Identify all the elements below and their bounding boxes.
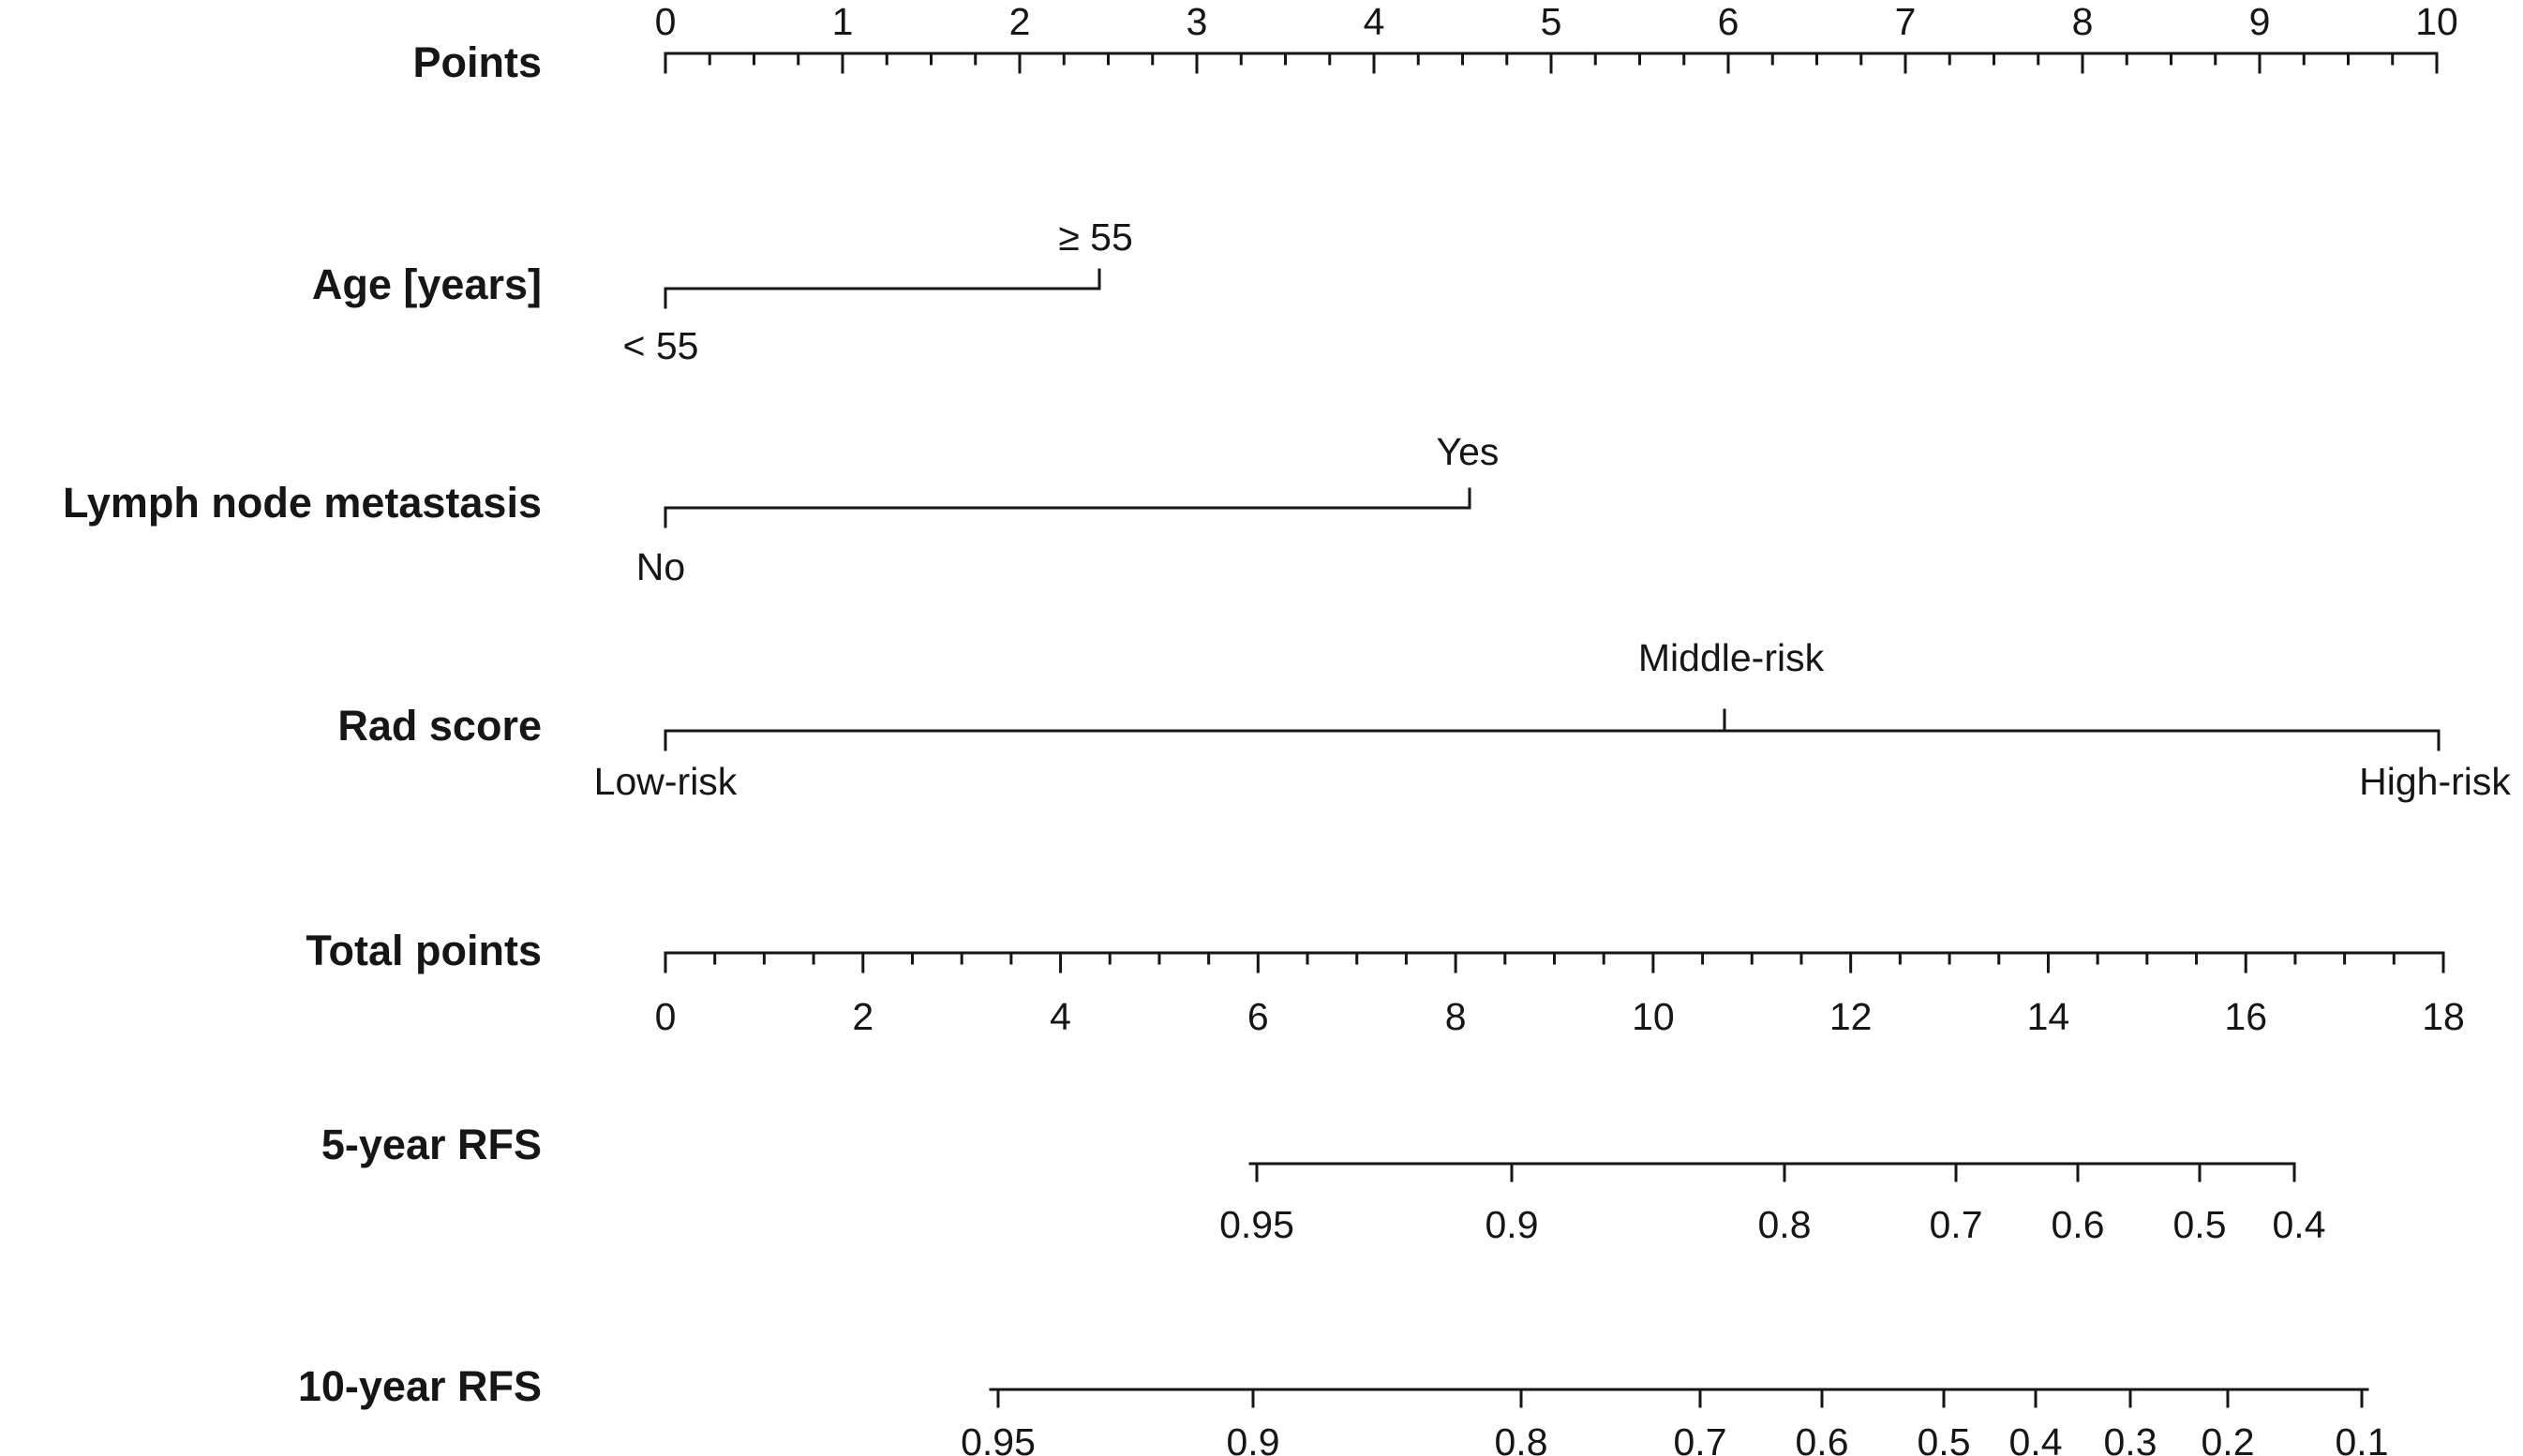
tick-label-points: 2 bbox=[1009, 0, 1031, 43]
row-label-lymph-node-metastasis: Lymph node metastasis bbox=[63, 479, 542, 527]
tick-label-rfs-5-year: 0.5 bbox=[2173, 1203, 2227, 1246]
tick-label-total-points: 2 bbox=[852, 995, 873, 1038]
tick-label-total-points: 18 bbox=[2422, 995, 2465, 1038]
tick-label-total-points: 4 bbox=[1050, 995, 1071, 1038]
tick-label-points: 9 bbox=[2249, 0, 2271, 43]
tick-label-rad-score: Low-risk bbox=[594, 760, 738, 803]
tick-label-rfs-10-year: 0.8 bbox=[1495, 1420, 1548, 1456]
tick-label-points: 1 bbox=[832, 0, 854, 43]
tick-label-points: 5 bbox=[1541, 0, 1562, 43]
tick-label-points: 7 bbox=[1895, 0, 1917, 43]
tick-label-rfs-5-year: 0.95 bbox=[1219, 1203, 1294, 1246]
tick-label-rfs-5-year: 0.7 bbox=[1930, 1203, 1983, 1246]
tick-label-points: 6 bbox=[1718, 0, 1739, 43]
tick-label-points: 10 bbox=[2415, 0, 2458, 43]
tick-label-age: ≥ 55 bbox=[1058, 215, 1133, 259]
tick-label-points: 3 bbox=[1187, 0, 1208, 43]
tick-label-age: < 55 bbox=[623, 324, 699, 367]
tick-label-rfs-10-year: 0.1 bbox=[2336, 1420, 2389, 1456]
tick-label-lymph-node-metastasis: Yes bbox=[1437, 430, 1500, 473]
row-label-age: Age [years] bbox=[312, 260, 542, 308]
tick-label-total-points: 10 bbox=[1632, 995, 1675, 1038]
row-label-total-points: Total points bbox=[306, 927, 542, 974]
tick-label-rfs-5-year: 0.8 bbox=[1758, 1203, 1812, 1246]
tick-label-rfs-5-year: 0.4 bbox=[2273, 1203, 2326, 1246]
tick-label-rad-score: High-risk bbox=[2359, 760, 2511, 803]
tick-label-rad-score: Middle-risk bbox=[1638, 636, 1825, 679]
tick-label-rfs-10-year: 0.3 bbox=[2104, 1420, 2157, 1456]
tick-label-rfs-10-year: 0.6 bbox=[1796, 1420, 1849, 1456]
row-label-points: Points bbox=[412, 38, 542, 86]
tick-label-lymph-node-metastasis: No bbox=[636, 545, 685, 588]
tick-label-total-points: 8 bbox=[1445, 995, 1467, 1038]
tick-label-points: 4 bbox=[1364, 0, 1385, 43]
tick-label-rfs-10-year: 0.4 bbox=[2009, 1420, 2063, 1456]
tick-label-points: 8 bbox=[2072, 0, 2094, 43]
tick-label-rfs-10-year: 0.95 bbox=[961, 1420, 1036, 1456]
tick-label-total-points: 14 bbox=[2027, 995, 2070, 1038]
row-label-rad-score: Rad score bbox=[337, 702, 542, 750]
tick-label-rfs-10-year: 0.5 bbox=[1918, 1420, 1971, 1456]
tick-label-rfs-10-year: 0.9 bbox=[1227, 1420, 1280, 1456]
tick-label-rfs-5-year: 0.9 bbox=[1485, 1203, 1539, 1246]
row-label-rfs-5-year: 5-year RFS bbox=[321, 1121, 542, 1168]
row-label-rfs-10-year: 10-year RFS bbox=[298, 1362, 542, 1410]
tick-label-rfs-5-year: 0.6 bbox=[2052, 1203, 2105, 1246]
tick-label-rfs-10-year: 0.7 bbox=[1674, 1420, 1727, 1456]
tick-label-rfs-10-year: 0.2 bbox=[2202, 1420, 2255, 1456]
tick-label-total-points: 0 bbox=[655, 995, 677, 1038]
tick-label-total-points: 16 bbox=[2224, 995, 2267, 1038]
tick-label-total-points: 12 bbox=[1829, 995, 1873, 1038]
tick-label-points: 0 bbox=[655, 0, 677, 43]
tick-label-total-points: 6 bbox=[1247, 995, 1269, 1038]
